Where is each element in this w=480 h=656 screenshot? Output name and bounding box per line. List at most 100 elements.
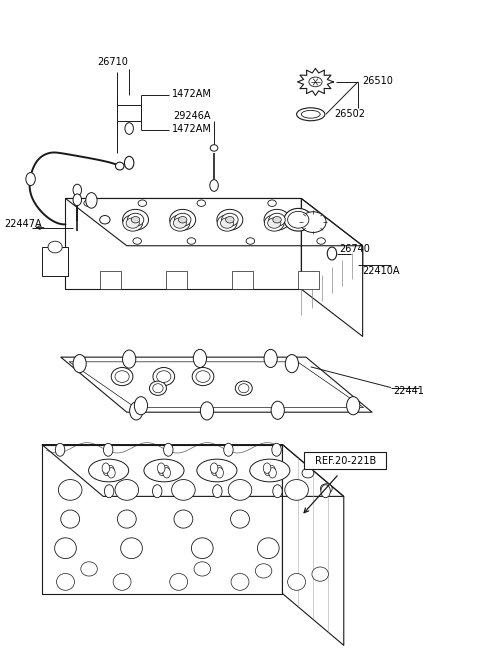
Bar	[298, 271, 319, 289]
Circle shape	[124, 156, 134, 169]
Ellipse shape	[288, 211, 309, 228]
Circle shape	[107, 465, 114, 476]
Ellipse shape	[133, 237, 142, 244]
Ellipse shape	[194, 562, 211, 576]
Text: REF.20-221B: REF.20-221B	[314, 456, 376, 466]
Ellipse shape	[153, 367, 175, 386]
Ellipse shape	[59, 480, 82, 501]
Circle shape	[347, 397, 360, 415]
Polygon shape	[61, 357, 372, 412]
Ellipse shape	[268, 200, 276, 207]
Ellipse shape	[48, 241, 62, 253]
Circle shape	[158, 465, 166, 476]
Ellipse shape	[197, 200, 205, 207]
Ellipse shape	[120, 538, 143, 558]
Ellipse shape	[300, 212, 326, 232]
Ellipse shape	[302, 468, 314, 478]
Ellipse shape	[246, 237, 254, 244]
Bar	[100, 271, 120, 289]
Ellipse shape	[321, 483, 332, 493]
Ellipse shape	[239, 384, 249, 393]
Ellipse shape	[268, 218, 281, 228]
Circle shape	[216, 468, 223, 478]
Ellipse shape	[138, 200, 146, 207]
Circle shape	[125, 123, 133, 134]
Ellipse shape	[100, 216, 110, 224]
Ellipse shape	[179, 216, 187, 223]
Ellipse shape	[231, 573, 249, 590]
Ellipse shape	[197, 459, 237, 482]
Circle shape	[273, 485, 282, 498]
Ellipse shape	[257, 538, 279, 558]
Polygon shape	[42, 445, 344, 497]
Circle shape	[153, 485, 162, 498]
Ellipse shape	[89, 459, 129, 482]
Ellipse shape	[113, 573, 131, 590]
Polygon shape	[65, 199, 362, 246]
Ellipse shape	[220, 218, 234, 228]
Ellipse shape	[235, 381, 252, 396]
Text: 22447A: 22447A	[4, 219, 42, 230]
Circle shape	[103, 465, 110, 476]
Ellipse shape	[156, 371, 171, 382]
Circle shape	[210, 463, 218, 474]
Circle shape	[193, 350, 206, 367]
Ellipse shape	[116, 162, 124, 170]
Circle shape	[327, 247, 336, 260]
Ellipse shape	[170, 215, 190, 231]
Text: 26740: 26740	[339, 244, 370, 254]
Ellipse shape	[123, 215, 143, 231]
Circle shape	[73, 194, 82, 205]
Ellipse shape	[173, 218, 187, 228]
Ellipse shape	[285, 480, 308, 501]
Ellipse shape	[250, 459, 290, 482]
Polygon shape	[69, 362, 363, 407]
Bar	[304, 453, 386, 469]
Ellipse shape	[149, 381, 167, 396]
Circle shape	[163, 468, 170, 478]
Ellipse shape	[301, 110, 320, 118]
Ellipse shape	[228, 480, 252, 501]
Circle shape	[134, 397, 147, 415]
Ellipse shape	[111, 367, 133, 386]
Ellipse shape	[122, 209, 148, 230]
Ellipse shape	[174, 510, 193, 528]
Circle shape	[200, 402, 214, 420]
Text: 1472AM: 1472AM	[172, 124, 212, 134]
Polygon shape	[282, 445, 344, 646]
Ellipse shape	[132, 216, 140, 223]
Text: 26510: 26510	[362, 75, 394, 85]
Circle shape	[271, 401, 284, 419]
Ellipse shape	[192, 367, 214, 386]
Bar	[232, 271, 253, 289]
Circle shape	[272, 443, 281, 456]
Polygon shape	[298, 68, 334, 95]
Ellipse shape	[264, 215, 284, 231]
Ellipse shape	[297, 108, 325, 121]
Ellipse shape	[170, 573, 188, 590]
Circle shape	[104, 443, 113, 456]
Ellipse shape	[230, 510, 250, 528]
Circle shape	[285, 354, 299, 373]
Ellipse shape	[222, 213, 238, 226]
Ellipse shape	[127, 213, 144, 226]
Ellipse shape	[172, 480, 195, 501]
Ellipse shape	[153, 384, 163, 393]
Circle shape	[264, 465, 272, 476]
Text: 26710: 26710	[97, 58, 128, 68]
Circle shape	[108, 468, 115, 478]
Ellipse shape	[115, 371, 129, 382]
Text: 22441: 22441	[393, 386, 424, 396]
Circle shape	[213, 485, 222, 498]
Ellipse shape	[57, 573, 74, 590]
Text: 29246A: 29246A	[173, 111, 211, 121]
Circle shape	[104, 485, 114, 498]
Ellipse shape	[187, 237, 196, 244]
Circle shape	[224, 443, 233, 456]
Circle shape	[130, 402, 143, 420]
Ellipse shape	[269, 213, 285, 226]
Circle shape	[102, 463, 109, 474]
Circle shape	[263, 463, 271, 474]
Ellipse shape	[312, 567, 328, 581]
Ellipse shape	[264, 209, 290, 230]
